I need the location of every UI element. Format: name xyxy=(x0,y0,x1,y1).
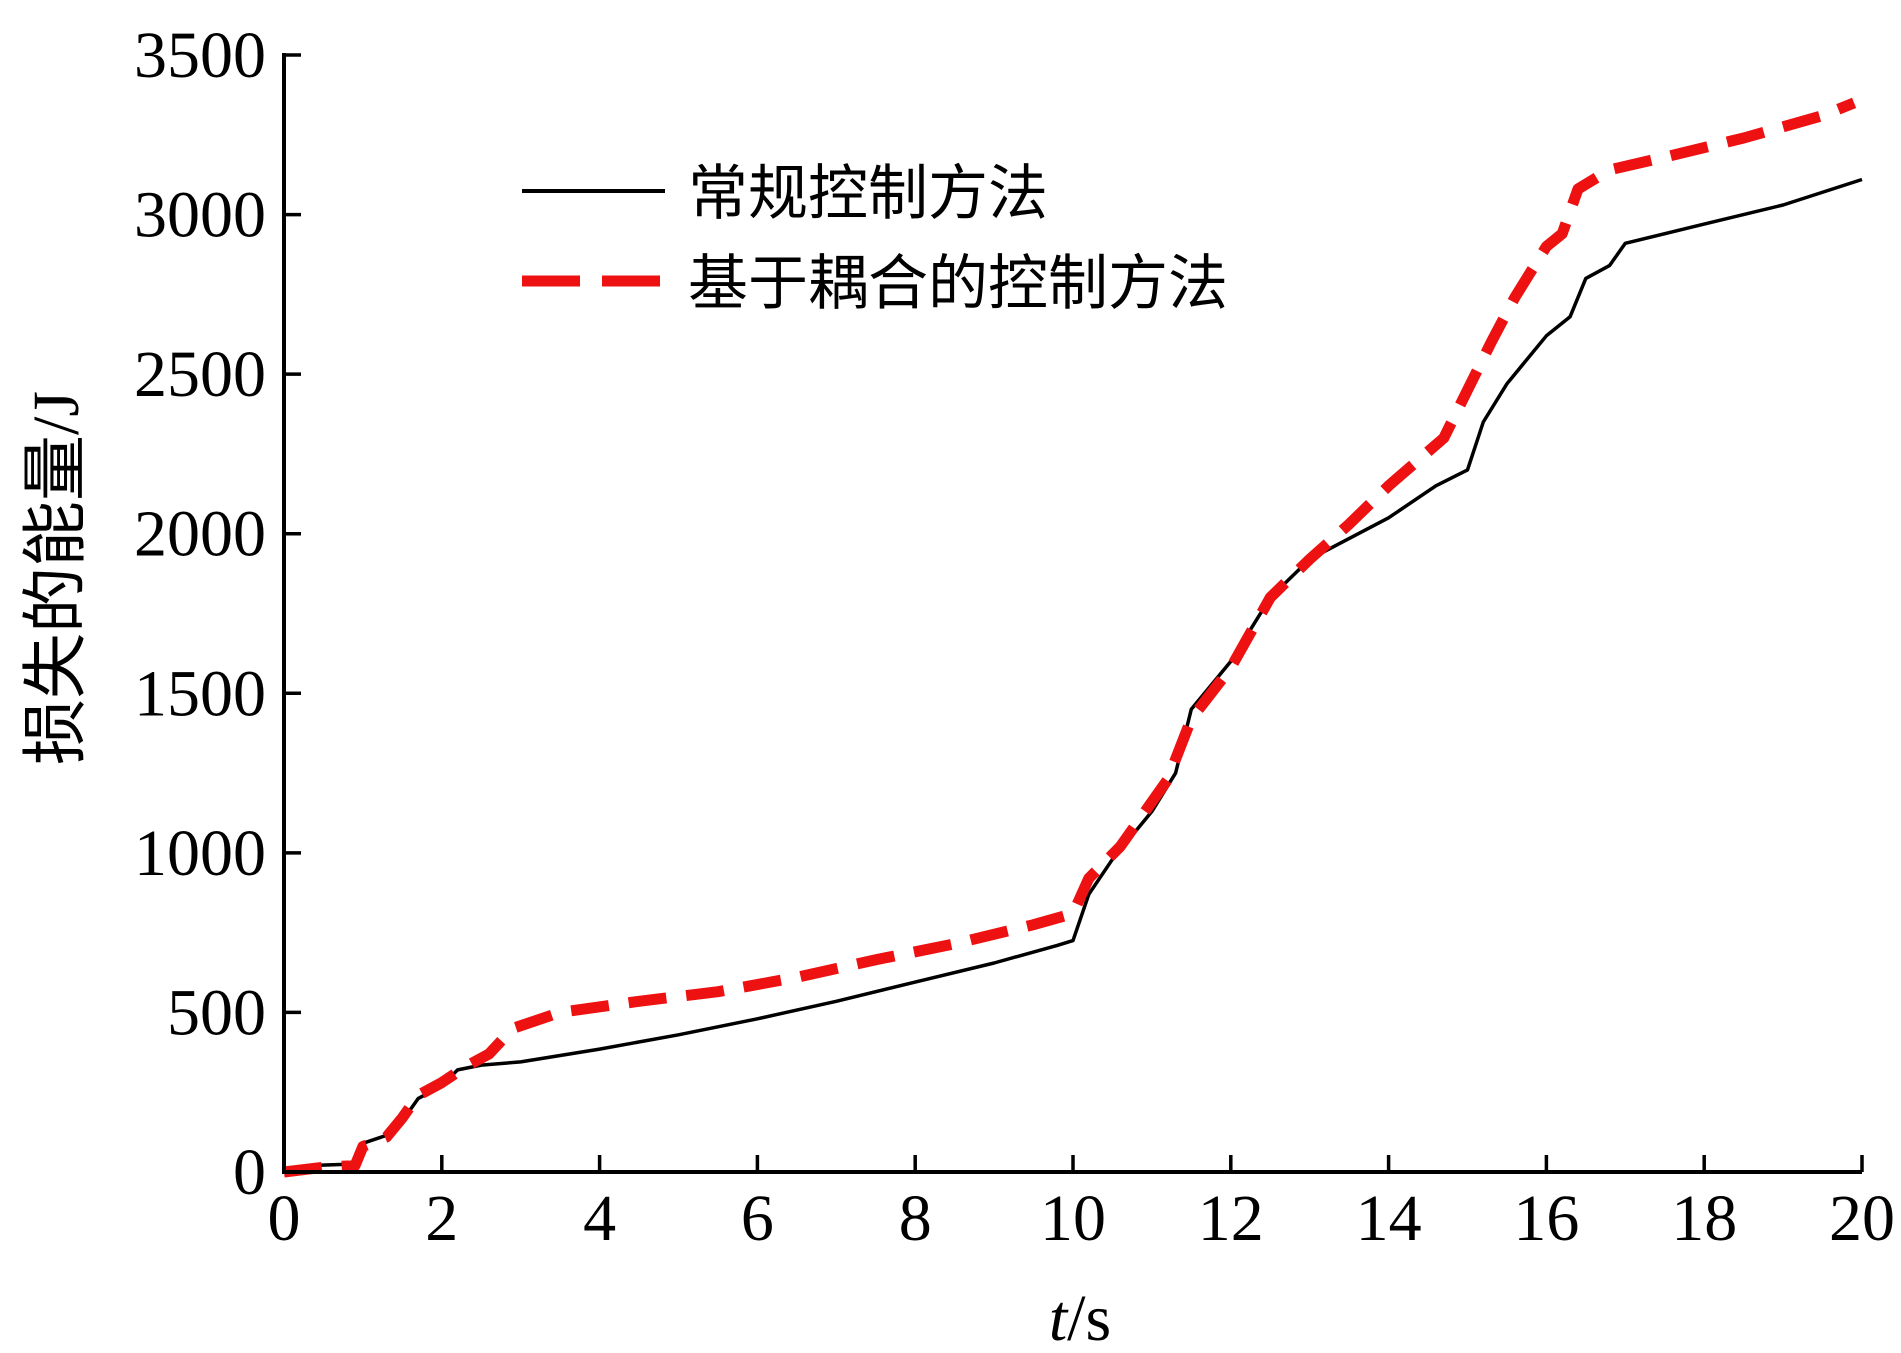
x-tick-label: 0 xyxy=(268,1182,301,1255)
x-tick-label: 8 xyxy=(899,1182,932,1255)
y-tick-label: 3000 xyxy=(134,179,266,252)
series-line-1 xyxy=(283,97,1857,1178)
x-tick-label: 16 xyxy=(1513,1182,1579,1255)
x-axis-title-italic: t xyxy=(1049,1282,1069,1353)
y-tick-label: 1500 xyxy=(134,657,266,730)
x-axis-title: t/s xyxy=(1049,1282,1111,1353)
legend-label-conventional: 常规控制方法 xyxy=(688,159,1048,229)
x-tick-label: 2 xyxy=(425,1182,458,1255)
x-axis-title-unit: /s xyxy=(1067,1282,1111,1353)
y-axis-title: 损失的能量/J xyxy=(20,391,93,765)
axes xyxy=(282,53,1862,1174)
y-tick-label: 3500 xyxy=(134,19,266,92)
x-tick-label: 6 xyxy=(741,1182,774,1255)
x-tick-label: 12 xyxy=(1198,1182,1264,1255)
x-tick-label: 14 xyxy=(1356,1182,1422,1255)
y-tick-label: 2000 xyxy=(134,498,266,571)
y-tick-label: 2500 xyxy=(134,338,266,411)
y-tick-label: 0 xyxy=(233,1136,266,1209)
y-tick-label: 1000 xyxy=(134,817,266,890)
legend: 常规控制方法 基于耦合的控制方法 xyxy=(522,159,1228,319)
legend-label-coupled: 基于耦合的控制方法 xyxy=(688,249,1228,319)
y-tick-label: 500 xyxy=(167,976,266,1049)
x-tick-label: 18 xyxy=(1671,1182,1737,1255)
plot-lines xyxy=(283,97,1863,1178)
x-tick-label: 20 xyxy=(1829,1182,1895,1255)
x-tick-label: 10 xyxy=(1040,1182,1106,1255)
x-tick-label: 4 xyxy=(583,1182,616,1255)
ticks: 0 2 4 6 8 10 12 14 16 18 20 0 500 1000 1500 2000 2500 300… xyxy=(134,19,1895,1255)
